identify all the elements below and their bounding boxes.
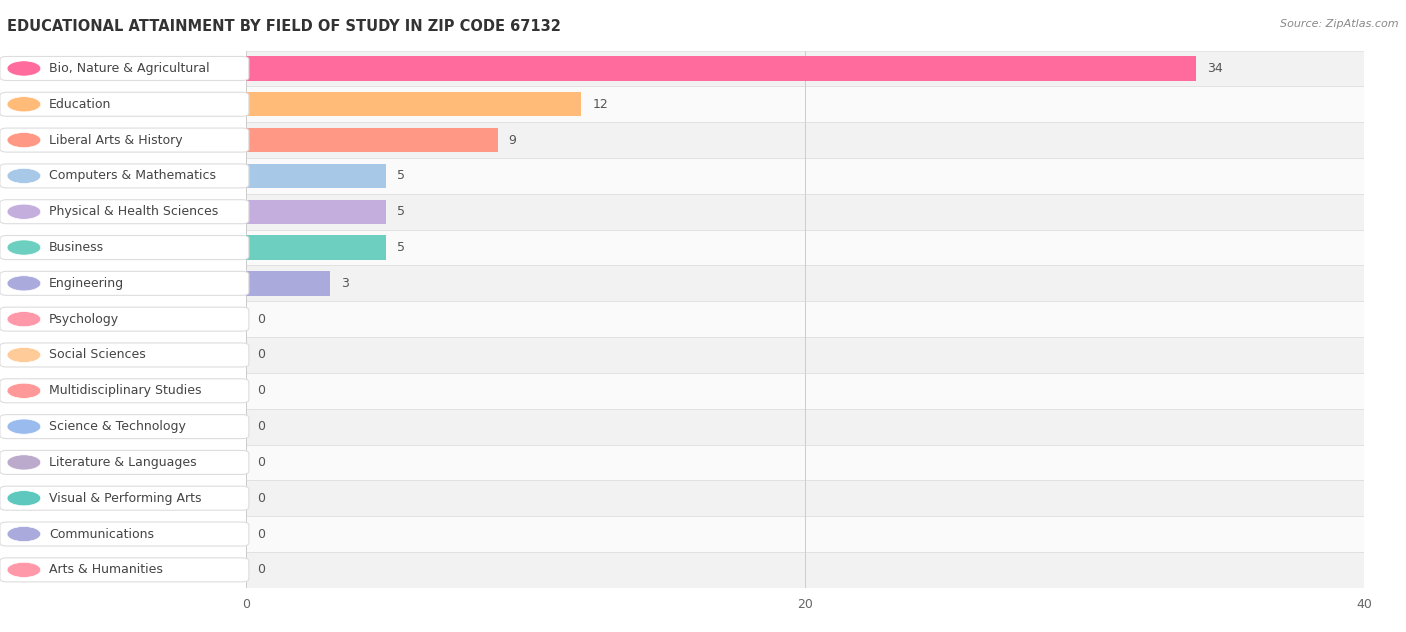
Bar xyxy=(246,373,1364,409)
Bar xyxy=(246,194,1364,229)
Text: 0: 0 xyxy=(257,420,266,433)
Bar xyxy=(246,200,385,224)
Text: Visual & Performing Arts: Visual & Performing Arts xyxy=(49,492,201,505)
Bar xyxy=(246,51,1364,87)
Text: 0: 0 xyxy=(257,456,266,469)
Text: Computers & Mathematics: Computers & Mathematics xyxy=(49,169,217,183)
Text: Arts & Humanities: Arts & Humanities xyxy=(49,563,163,576)
Text: 0: 0 xyxy=(257,563,266,576)
Text: EDUCATIONAL ATTAINMENT BY FIELD OF STUDY IN ZIP CODE 67132: EDUCATIONAL ATTAINMENT BY FIELD OF STUDY… xyxy=(7,19,561,34)
Bar xyxy=(246,271,330,296)
Bar xyxy=(246,552,1364,588)
Text: 5: 5 xyxy=(396,205,405,218)
Bar xyxy=(246,158,1364,194)
Bar xyxy=(246,480,1364,516)
Bar xyxy=(246,337,1364,373)
Bar xyxy=(246,444,1364,480)
Text: 0: 0 xyxy=(257,313,266,325)
Text: Multidisciplinary Studies: Multidisciplinary Studies xyxy=(49,384,201,398)
Text: 5: 5 xyxy=(396,169,405,183)
Bar xyxy=(246,128,498,152)
Bar xyxy=(246,235,385,260)
Text: 3: 3 xyxy=(342,277,349,290)
Text: Source: ZipAtlas.com: Source: ZipAtlas.com xyxy=(1281,19,1399,29)
Text: Education: Education xyxy=(49,98,111,111)
Bar xyxy=(246,265,1364,301)
Bar xyxy=(246,56,1197,81)
Text: 0: 0 xyxy=(257,528,266,540)
Bar xyxy=(246,229,1364,265)
Text: Literature & Languages: Literature & Languages xyxy=(49,456,197,469)
Text: Physical & Health Sciences: Physical & Health Sciences xyxy=(49,205,218,218)
Text: Social Sciences: Social Sciences xyxy=(49,348,146,362)
Text: 9: 9 xyxy=(509,133,516,147)
Bar xyxy=(246,92,582,116)
Bar xyxy=(246,87,1364,122)
Bar xyxy=(246,164,385,188)
Text: Liberal Arts & History: Liberal Arts & History xyxy=(49,133,183,147)
Text: 0: 0 xyxy=(257,492,266,505)
Bar xyxy=(246,409,1364,444)
Bar xyxy=(246,516,1364,552)
Text: Bio, Nature & Agricultural: Bio, Nature & Agricultural xyxy=(49,62,209,75)
Text: 5: 5 xyxy=(396,241,405,254)
Text: Communications: Communications xyxy=(49,528,155,540)
Text: Psychology: Psychology xyxy=(49,313,120,325)
Text: Business: Business xyxy=(49,241,104,254)
Text: Engineering: Engineering xyxy=(49,277,124,290)
Text: 0: 0 xyxy=(257,348,266,362)
Text: Science & Technology: Science & Technology xyxy=(49,420,186,433)
Text: 12: 12 xyxy=(592,98,609,111)
Bar xyxy=(246,301,1364,337)
Text: 0: 0 xyxy=(257,384,266,398)
Bar xyxy=(246,122,1364,158)
Text: 34: 34 xyxy=(1208,62,1223,75)
